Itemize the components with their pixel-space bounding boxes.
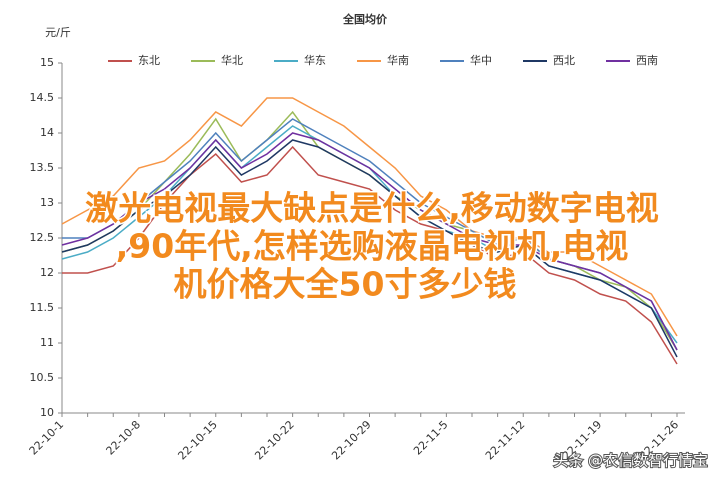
x-tick-label: 22-11-5 [411, 418, 451, 458]
series-line [61, 97, 678, 337]
legend-label: 华南 [387, 53, 409, 67]
x-tick-label: 22-10-8 [104, 418, 144, 458]
y-tick-label: 11.5 [30, 301, 55, 314]
watermark: 头条 @农信数智行情宝 [553, 452, 708, 470]
legend-label: 西南 [636, 54, 658, 67]
series-line [62, 145, 678, 365]
y-tick-label: 15 [40, 56, 54, 69]
y-tick-label: 13.5 [30, 161, 55, 174]
series-line [61, 139, 678, 358]
y-tick-label: 12.5 [30, 231, 55, 244]
legend-label: 东北 [138, 54, 160, 67]
y-tick-label: 13 [40, 196, 54, 209]
chart-title: 全国均价 [342, 12, 388, 26]
y-tick-label: 10 [40, 406, 54, 419]
overlay-text: 激光电视最大缺点是什么,移动数字电视 [85, 189, 659, 228]
x-tick-label: 22-10-29 [329, 418, 374, 463]
legend-label: 华北 [221, 53, 243, 67]
series-line [61, 132, 678, 351]
x-tick-label: 22-11-12 [483, 418, 528, 463]
overlay-text: ,90年代,怎样选购液晶电视机,电视 [116, 227, 629, 266]
y-tick-label: 14.5 [30, 91, 55, 104]
legend-label: 华东 [304, 53, 326, 67]
y-tick-label: 12 [40, 266, 54, 279]
x-tick-label: 22-10-1 [27, 418, 67, 458]
legend-label: 华中 [470, 53, 492, 67]
y-tick-label: 10.5 [30, 371, 55, 384]
y-tick-label: 11 [40, 336, 54, 349]
legend-label: 西北 [553, 54, 575, 67]
x-tick-label: 22-10-15 [175, 418, 220, 463]
overlay-text: 机价格大全50寸多少钱 [174, 265, 517, 304]
x-tick-label: 22-10-22 [252, 418, 297, 463]
y-axis-label: 元/斤 [45, 26, 71, 39]
y-tick-label: 14 [40, 126, 54, 139]
